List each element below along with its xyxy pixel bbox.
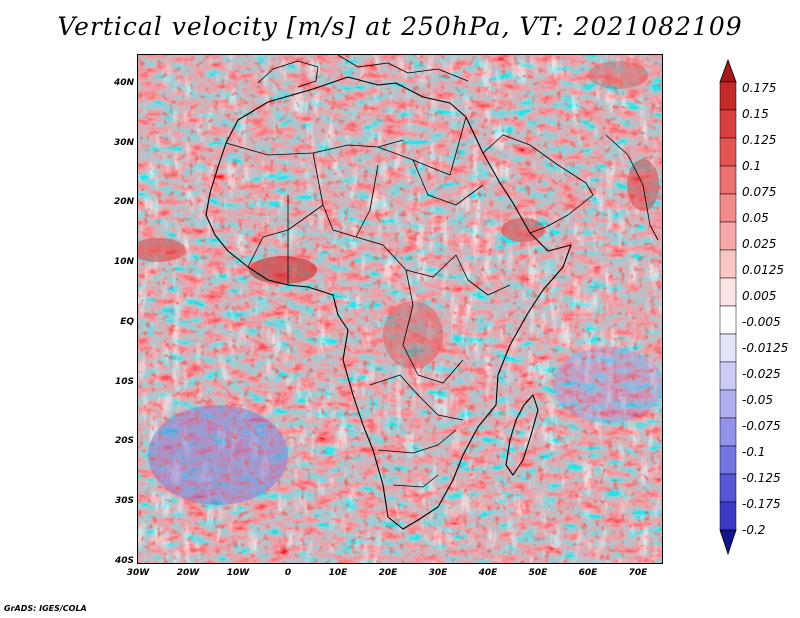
border-line xyxy=(392,474,439,488)
colorbar-label: -0.175 xyxy=(742,497,781,511)
colorbar-label: -0.075 xyxy=(742,419,781,433)
colorbar-label: 0.15 xyxy=(742,107,769,121)
country-borders xyxy=(205,55,659,530)
colorbar-label: -0.05 xyxy=(742,393,774,407)
colorbar-segment xyxy=(719,165,737,195)
colorbar-segment xyxy=(719,81,737,111)
colorbar-label: -0.1 xyxy=(742,445,766,459)
border-line xyxy=(247,204,324,268)
border-line xyxy=(412,159,484,206)
lon-tick-label: 0 xyxy=(284,568,292,578)
colorbar-label: -0.125 xyxy=(742,471,781,485)
lat-tick-label: 40N xyxy=(113,78,134,88)
colorbar-segment xyxy=(719,277,737,307)
lat-tick-label: 20S xyxy=(114,436,134,446)
border-line xyxy=(455,254,511,296)
lat-tick-label: 10N xyxy=(113,257,134,267)
iberia-coastline xyxy=(257,60,319,88)
lon-tick-label: 30E xyxy=(428,568,448,578)
colorbar-segment xyxy=(719,221,737,251)
border-line xyxy=(369,374,464,421)
colorbar-segment xyxy=(719,193,737,223)
border-line xyxy=(377,116,467,176)
colorbar-label: 0.125 xyxy=(742,133,777,147)
africa-coastline xyxy=(205,76,572,530)
lat-tick-label: 20N xyxy=(113,197,134,207)
colorbar-label: 0.005 xyxy=(742,289,777,303)
india-coastline xyxy=(605,134,659,241)
lat-tick-label: 30S xyxy=(114,496,134,506)
colorbar-segment xyxy=(719,137,737,167)
colorbar-label: 0.175 xyxy=(742,81,777,95)
colorbar-segment xyxy=(719,501,737,531)
colorbar-segment xyxy=(719,473,737,503)
vertical-velocity-field xyxy=(138,55,662,563)
grads-credit: GrADS: IGES/COLA xyxy=(4,604,87,613)
madagascar-coastline xyxy=(505,394,539,476)
border-line xyxy=(225,139,404,156)
colorbar-label: -0.2 xyxy=(742,523,766,537)
colorbar-label: -0.005 xyxy=(742,315,781,329)
map-title: Vertical velocity [m/s] at 250hPa, VT: 2… xyxy=(57,12,743,41)
colorbar-label: 0.1 xyxy=(742,159,762,173)
europe-coastline xyxy=(337,55,469,82)
lon-tick-label: 70E xyxy=(628,568,648,578)
colorbar-segment xyxy=(719,361,737,391)
colorbar-segment xyxy=(719,389,737,419)
colorbar-segment xyxy=(719,333,737,363)
lat-tick-label: 40S xyxy=(114,556,134,566)
border-line xyxy=(377,429,457,454)
lat-tick-label: 10S xyxy=(114,377,134,387)
lon-tick-label: 10E xyxy=(328,568,348,578)
border-line xyxy=(312,152,379,238)
lon-tick-label: 10W xyxy=(226,568,250,578)
colorbar-segment xyxy=(719,249,737,279)
lon-tick-label: 40E xyxy=(478,568,498,578)
colorbar-segment xyxy=(719,305,737,335)
lon-tick-label: 60E xyxy=(578,568,598,578)
colorbar-label: -0.025 xyxy=(742,367,781,381)
border-line xyxy=(402,269,464,384)
colorbar-segment xyxy=(719,445,737,475)
map-panel xyxy=(137,54,663,564)
colorbar-label: 0.05 xyxy=(742,211,769,225)
arabian-peninsula-coastline xyxy=(482,134,594,234)
colorbar-upper-arrow xyxy=(719,58,737,83)
field-speckle xyxy=(138,55,662,563)
lon-tick-label: 30W xyxy=(126,568,150,578)
colorbar-lower-arrow xyxy=(719,529,737,556)
colorbar-segment xyxy=(719,109,737,139)
colorbar-label: 0.025 xyxy=(742,237,777,251)
colorbar-label: -0.0125 xyxy=(742,341,789,355)
lon-tick-label: 50E xyxy=(528,568,548,578)
colorbar-label: 0.075 xyxy=(742,185,777,199)
colorbar-label: 0.0125 xyxy=(742,263,784,277)
lon-tick-label: 20E xyxy=(378,568,398,578)
colorbar xyxy=(719,58,737,556)
lat-tick-label: EQ xyxy=(120,317,134,327)
colorbar-segment xyxy=(719,417,737,447)
lat-tick-label: 30N xyxy=(113,138,134,148)
lon-tick-label: 20W xyxy=(176,568,200,578)
